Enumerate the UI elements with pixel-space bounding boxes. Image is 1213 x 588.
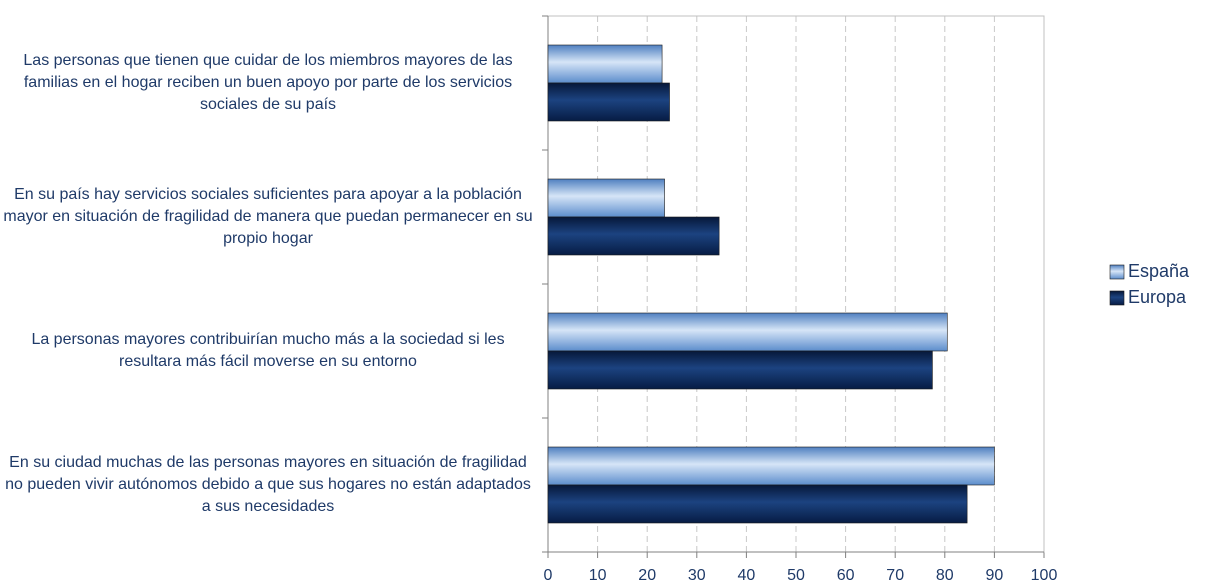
y-tick-label: Las personas que tienen que cuidar de lo… xyxy=(23,52,513,113)
bar xyxy=(547,216,720,256)
x-tick-label: 30 xyxy=(688,567,706,584)
x-tick-label: 100 xyxy=(1031,567,1058,584)
bar xyxy=(547,350,933,390)
x-tick-label: 10 xyxy=(589,567,607,584)
x-tick-label: 80 xyxy=(936,567,954,584)
y-tick-label: La personas mayores contribuirían mucho … xyxy=(31,331,505,370)
y-tick-label: En su ciudad muchas de las personas mayo… xyxy=(5,454,531,515)
x-tick-label: 50 xyxy=(787,567,805,584)
x-tick-label: 20 xyxy=(638,567,656,584)
legend-swatch xyxy=(1109,264,1125,280)
bar xyxy=(547,44,663,84)
legend-label: Europa xyxy=(1128,287,1187,307)
bar xyxy=(547,178,665,218)
x-tick-label: 60 xyxy=(837,567,855,584)
x-tick-label: 90 xyxy=(986,567,1004,584)
legend-label: España xyxy=(1128,261,1190,281)
y-tick-label: En su país hay servicios sociales sufici… xyxy=(3,186,533,247)
x-tick-label: 0 xyxy=(544,567,553,584)
bar xyxy=(547,82,670,122)
bar xyxy=(547,312,948,352)
bar xyxy=(547,484,968,524)
bar xyxy=(547,446,995,486)
x-tick-label: 70 xyxy=(886,567,904,584)
legend-swatch xyxy=(1109,290,1125,306)
x-tick-label: 40 xyxy=(738,567,756,584)
